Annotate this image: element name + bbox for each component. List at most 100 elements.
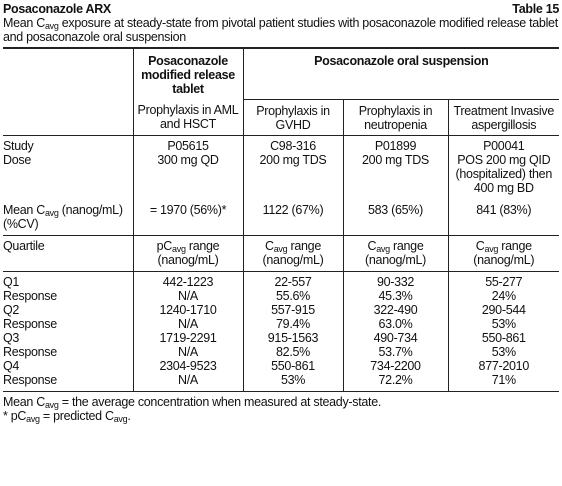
text: P05615: [167, 138, 209, 153]
row-label: Q1: [3, 271, 133, 289]
text: Study: [3, 138, 34, 153]
text: Q4: [3, 358, 20, 373]
text: Treatment Invasive aspergillosis: [453, 103, 555, 132]
text: = 1970 (56%)*: [149, 202, 227, 217]
text: N/A: [178, 344, 198, 359]
cell: Cavg range (nanog/mL): [447, 235, 560, 272]
subscript: avg: [26, 413, 40, 424]
text: 45.3%: [378, 288, 413, 303]
cell: [3, 48, 133, 99]
text: 290-544: [481, 302, 526, 317]
cell: 79.4%: [242, 316, 343, 331]
text: 71%: [491, 372, 516, 387]
footnotes: Mean Cavg = the average concentration wh…: [3, 394, 559, 424]
cell: 45.3%: [342, 288, 448, 303]
cell: N/A: [132, 372, 243, 391]
cell: Cavg range (nanog/mL): [342, 235, 448, 272]
text: = predicted C: [39, 408, 114, 423]
row-label: Q3: [3, 331, 133, 345]
row-label: Q2: [3, 303, 133, 317]
text: 1122 (67%): [262, 202, 324, 217]
row-label: Response: [3, 289, 133, 303]
text: 22-557: [274, 274, 312, 289]
row-label: Study: [3, 135, 133, 153]
text: 442-1223: [162, 274, 214, 289]
text: 53%: [280, 372, 306, 387]
text: 55.6%: [276, 288, 310, 303]
column-header: Prophylaxis in neutropenia: [342, 99, 448, 136]
text: 200 mg TDS: [362, 152, 429, 167]
text: 557-915: [271, 302, 315, 317]
text: Prophylaxis in GVHD: [256, 103, 330, 132]
text: POS 200 mg QID (hospitalized) then 400 m…: [455, 152, 553, 195]
column-header-row: Prophylaxis in AML and HSCT Prophylaxis i…: [3, 99, 560, 136]
text: 583 (65%): [368, 202, 423, 217]
header: Posaconazole ARX Table 15: [3, 2, 559, 16]
text: 2304-9523: [159, 358, 217, 373]
text: 53%: [491, 344, 516, 359]
cell: 557-915: [242, 302, 343, 317]
text: pC: [156, 238, 173, 253]
text: P00041: [483, 138, 525, 153]
cell: 55.6%: [242, 288, 343, 303]
row: Q1 442-1223 22-557 90-332 55-277: [3, 271, 560, 289]
row: Response N/A 79.4% 63.0% 53%: [3, 316, 560, 331]
text: 90-332: [376, 274, 415, 289]
text: 79.4%: [276, 316, 310, 331]
text: N/A: [178, 288, 198, 303]
text: N/A: [178, 372, 198, 387]
text: Prophylaxis in AML and HSCT: [137, 103, 239, 131]
text: Response: [3, 372, 57, 387]
cell: N/A: [132, 288, 243, 303]
subscript: avg: [376, 243, 390, 254]
text: C98-316: [270, 138, 316, 153]
cell: P01899: [342, 135, 448, 153]
text: C: [264, 238, 274, 253]
cell: 200 mg TDS: [342, 152, 448, 195]
table: Posaconazole modified release tablet Posa…: [3, 47, 560, 392]
cell: [3, 99, 133, 136]
row-label: Response: [3, 373, 133, 392]
text: 24%: [491, 288, 516, 303]
text: 72.2%: [378, 372, 413, 387]
cell: P00041: [447, 135, 560, 153]
text: Mean C: [3, 16, 45, 30]
text: C: [367, 238, 377, 253]
row-label: Response: [3, 317, 133, 331]
group-header: Posaconazole oral suspension: [242, 48, 560, 100]
text: Mean C: [3, 394, 45, 409]
row: Quartile pCavg range (nanog/mL) Cavg range…: [3, 235, 560, 272]
cell: 442-1223: [132, 271, 243, 289]
column-header: Prophylaxis in GVHD: [242, 99, 343, 136]
row: Mean Cavg (nanog/mL) (%CV) = 1970 (56%)* 1…: [3, 194, 560, 236]
footnote: * pCavg = predicted Cavg.: [3, 408, 559, 424]
text: 200 mg TDS: [259, 152, 327, 167]
subscript: avg: [113, 413, 128, 424]
text: Q3: [3, 330, 20, 345]
cell: N/A: [132, 344, 243, 359]
cell: 53%: [242, 372, 343, 391]
cell: 490-734: [342, 330, 448, 345]
footnote: Mean Cavg = the average concentration wh…: [3, 394, 559, 410]
cell: N/A: [132, 316, 243, 331]
text: Posaconazole modified release tablet: [141, 54, 235, 96]
cell: 22-557: [242, 271, 343, 289]
cell: 2304-9523: [132, 358, 243, 373]
cell: 550-861: [242, 358, 343, 373]
row: Q2 1240-1710 557-915 322-490 290-544: [3, 302, 560, 317]
row: Response N/A 55.6% 45.3% 24%: [3, 288, 560, 303]
cell: 841 (83%): [447, 194, 560, 236]
cell: 300 mg QD: [132, 152, 243, 195]
row: Dose 300 mg QD 200 mg TDS 200 mg TDS POS 200…: [3, 152, 560, 195]
text: Dose: [3, 152, 31, 167]
text: 915-1563: [267, 330, 319, 345]
row: Study P05615 C98-316 P01899 P00041: [3, 135, 560, 153]
text: 1719-2291: [159, 330, 217, 345]
page: Posaconazole ARX Table 15 Mean Cavg expo…: [3, 2, 560, 424]
row: Q3 1719-2291 915-1563 490-734 550-861: [3, 330, 560, 345]
text: 53.7%: [378, 344, 413, 359]
cell: 53.7%: [342, 344, 448, 359]
cell: P05615: [132, 135, 243, 153]
cell: 82.5%: [242, 344, 343, 359]
cell: Cavg range (nanog/mL): [242, 235, 343, 272]
